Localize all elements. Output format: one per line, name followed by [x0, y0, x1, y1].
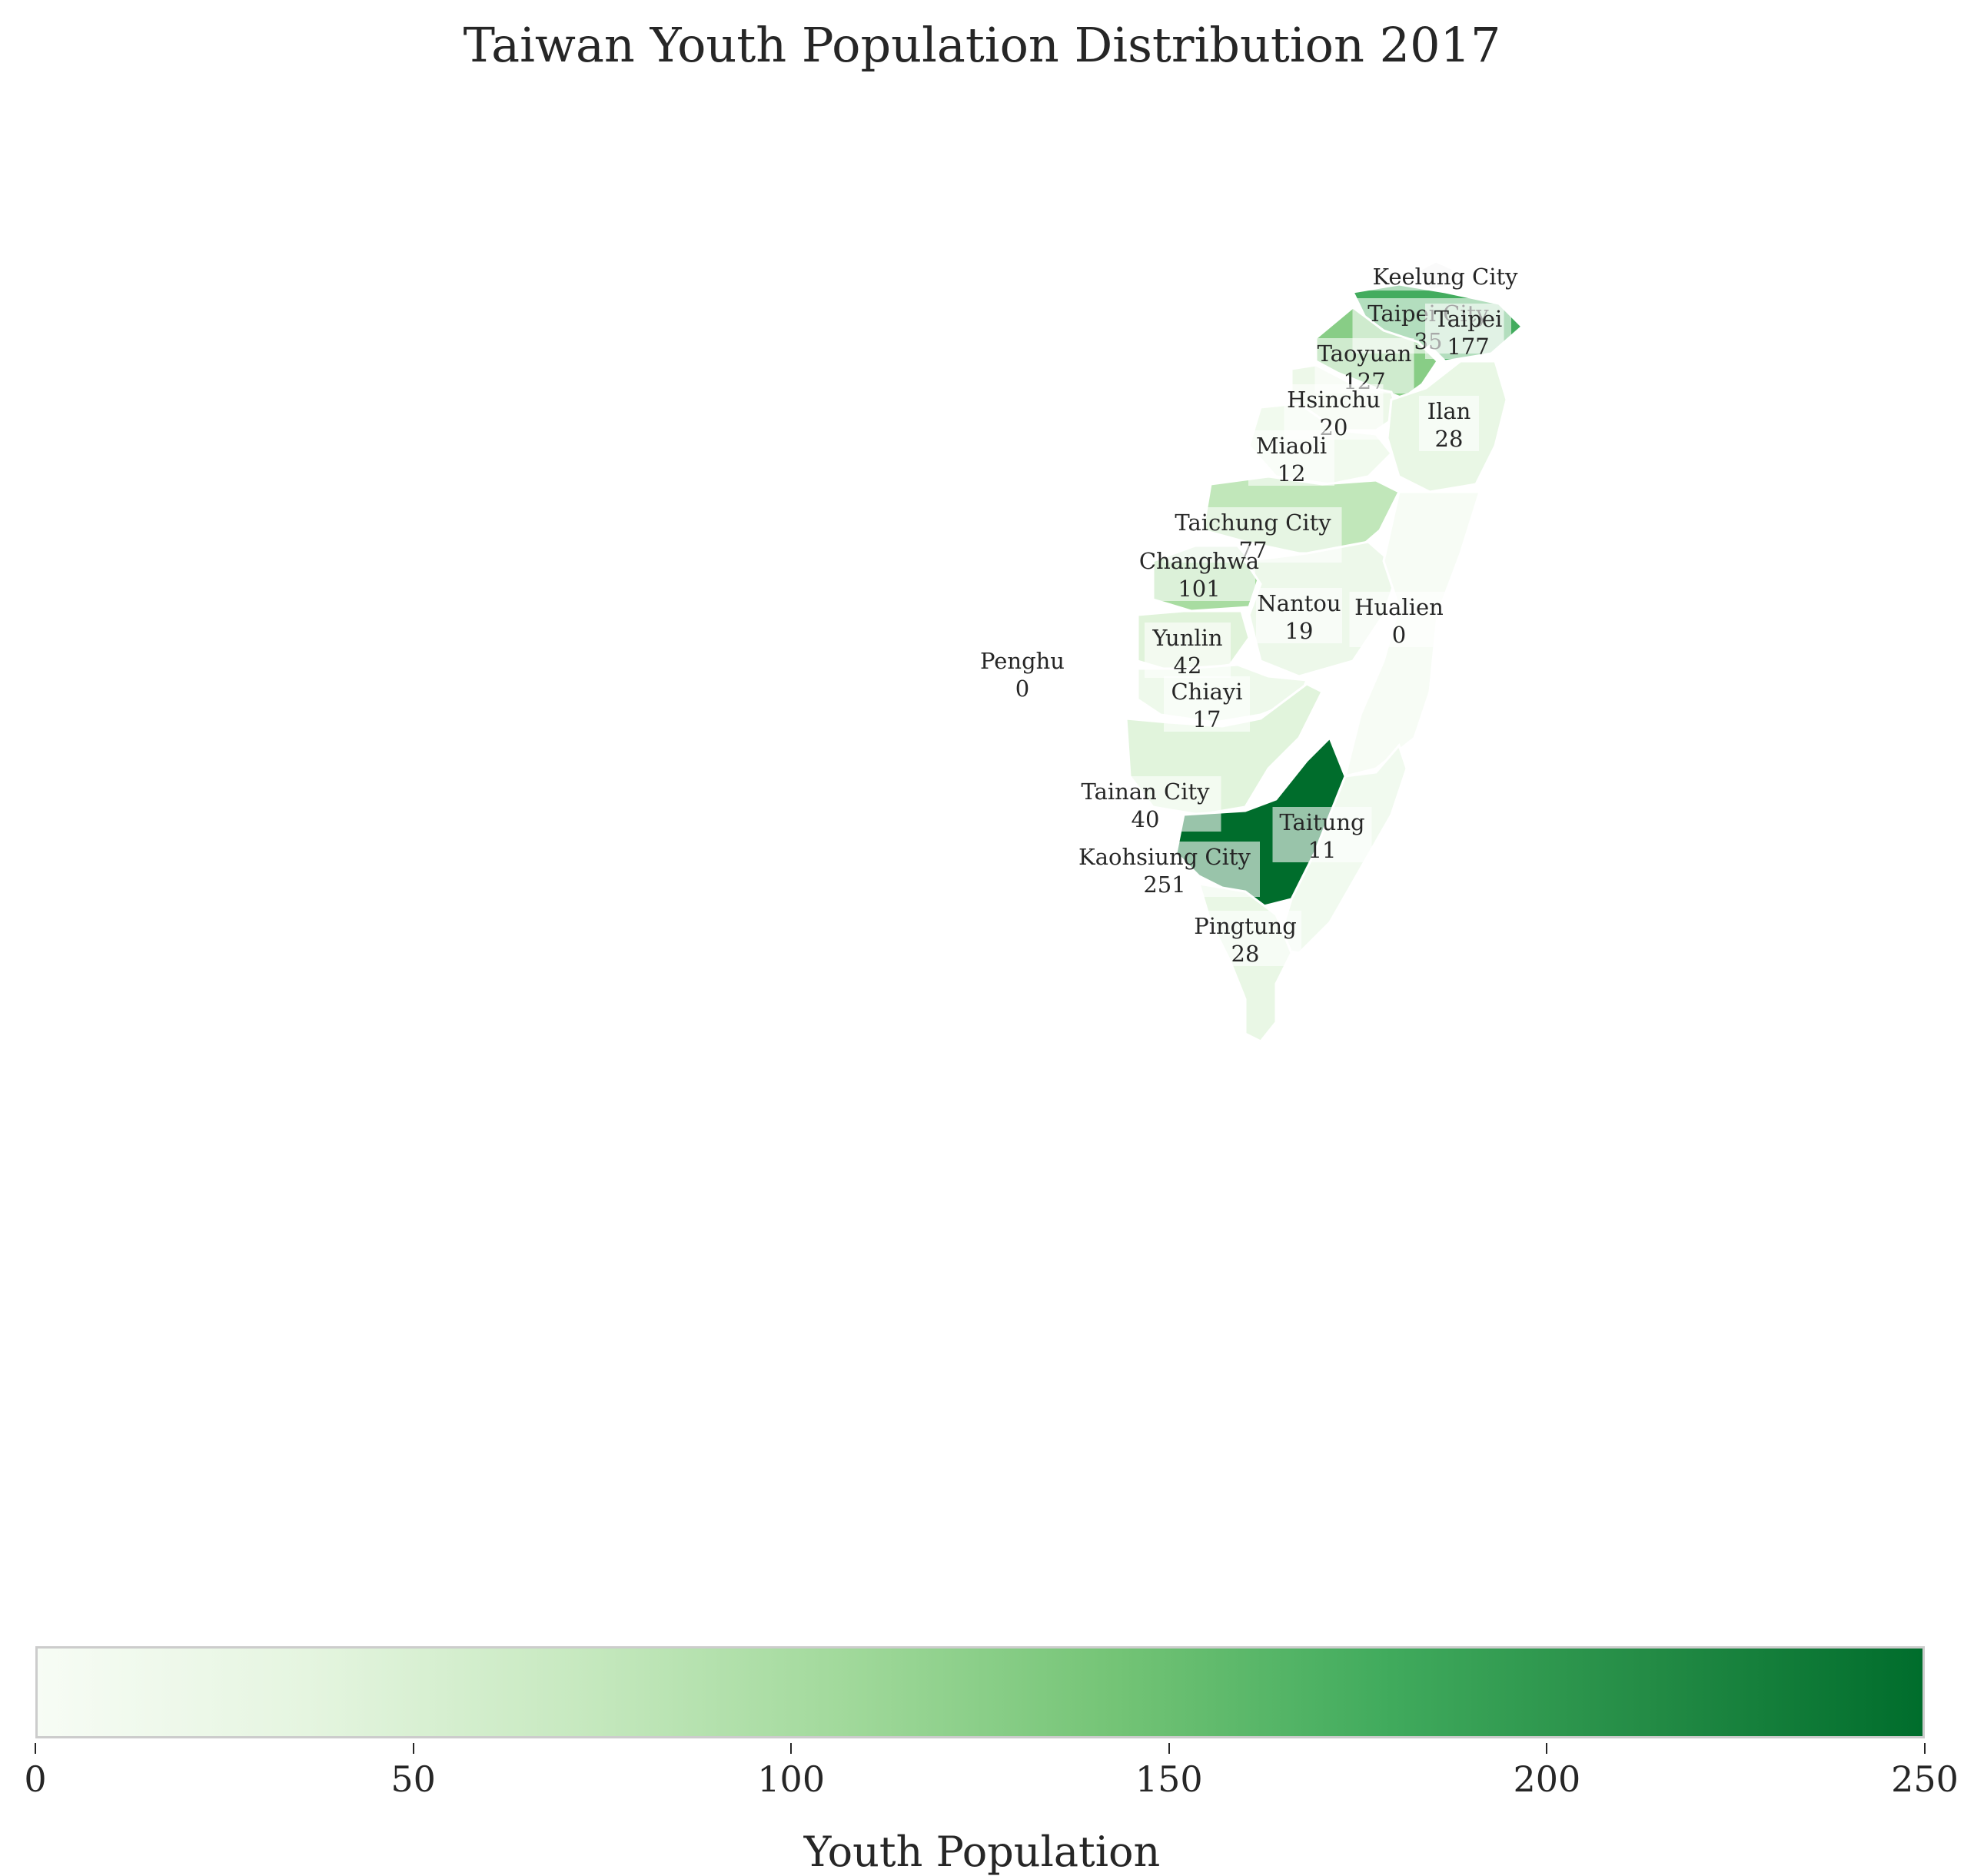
region-value-label: 101: [1178, 576, 1220, 602]
colorbar-tick-label: 150: [1135, 1758, 1203, 1800]
region-name-label: Tainan City: [1081, 779, 1210, 805]
region-value-label: 17: [1193, 706, 1221, 732]
label-background: [1143, 546, 1255, 601]
region-name-label: Ilan: [1427, 398, 1471, 424]
colorbar-tick-label: 50: [390, 1758, 436, 1800]
colorbar-tick-mark: [35, 1743, 36, 1754]
map-title: Taiwan Youth Population Distribution 201…: [463, 17, 1501, 73]
colorbar-tick-label: 0: [24, 1758, 47, 1800]
region-value-label: 251: [1143, 872, 1185, 898]
region-name-label: Kaohsiung City: [1078, 844, 1251, 870]
region-value-label: 12: [1278, 460, 1306, 486]
region-name-label: Keelung City: [1372, 264, 1518, 290]
label-background: [1272, 807, 1372, 862]
region-name-label: Yunlin: [1151, 625, 1222, 651]
region-name-label: Hsinchu: [1287, 387, 1381, 413]
region-name-label: Chiayi: [1171, 679, 1242, 705]
label-background: [1349, 592, 1449, 647]
colorbar-tick-mark: [1168, 1743, 1170, 1754]
region-name-label: Pingtung: [1194, 913, 1297, 939]
region-name-label: Hualien: [1354, 594, 1444, 620]
label-background: [1425, 304, 1511, 359]
colorbar-tick-mark: [790, 1743, 793, 1754]
region-name-label: Miaoli: [1256, 433, 1327, 459]
region-value-label: 11: [1308, 837, 1337, 863]
label-background: [1419, 396, 1479, 451]
colorbar-label: Youth Population: [803, 1828, 1161, 1876]
region-value-label: 28: [1435, 426, 1464, 452]
colorbar: [35, 1646, 1925, 1738]
label-background: [1069, 842, 1260, 897]
colorbar-tick-mark: [1924, 1743, 1926, 1754]
region-name-label: Taitung: [1279, 809, 1364, 835]
region-value-label: 177: [1447, 334, 1489, 360]
label-background: [1189, 911, 1301, 966]
region-name-label: Nantou: [1257, 590, 1341, 616]
label-background: [1256, 588, 1342, 643]
label-background: [1363, 261, 1527, 291]
colorbar-tick-mark: [1546, 1743, 1548, 1754]
label-background: [979, 646, 1065, 701]
colorbar-tick-label: 250: [1891, 1758, 1959, 1800]
colorbar-tick-label: 200: [1513, 1758, 1581, 1800]
region-name-label: Taichung City: [1175, 510, 1331, 536]
region-name-label: Taoyuan: [1318, 340, 1412, 367]
region-value-label: 40: [1132, 806, 1160, 832]
label-background: [1248, 430, 1334, 486]
region-value-label: 0: [1015, 676, 1029, 702]
label-background: [1145, 623, 1231, 678]
region-name-label: Changhwa: [1139, 548, 1259, 574]
colorbar-tick-label: 100: [757, 1758, 826, 1800]
region-value-label: 28: [1231, 941, 1260, 967]
region-name-label: Taipei: [1434, 306, 1503, 332]
label-background: [1164, 676, 1250, 732]
region-value-label: 0: [1392, 622, 1406, 648]
region-value-label: 42: [1174, 652, 1202, 679]
region-value-label: 19: [1285, 618, 1314, 644]
label-background: [1069, 776, 1221, 832]
region-name-label: Penghu: [980, 648, 1065, 674]
colorbar-tick-mark: [412, 1743, 414, 1754]
